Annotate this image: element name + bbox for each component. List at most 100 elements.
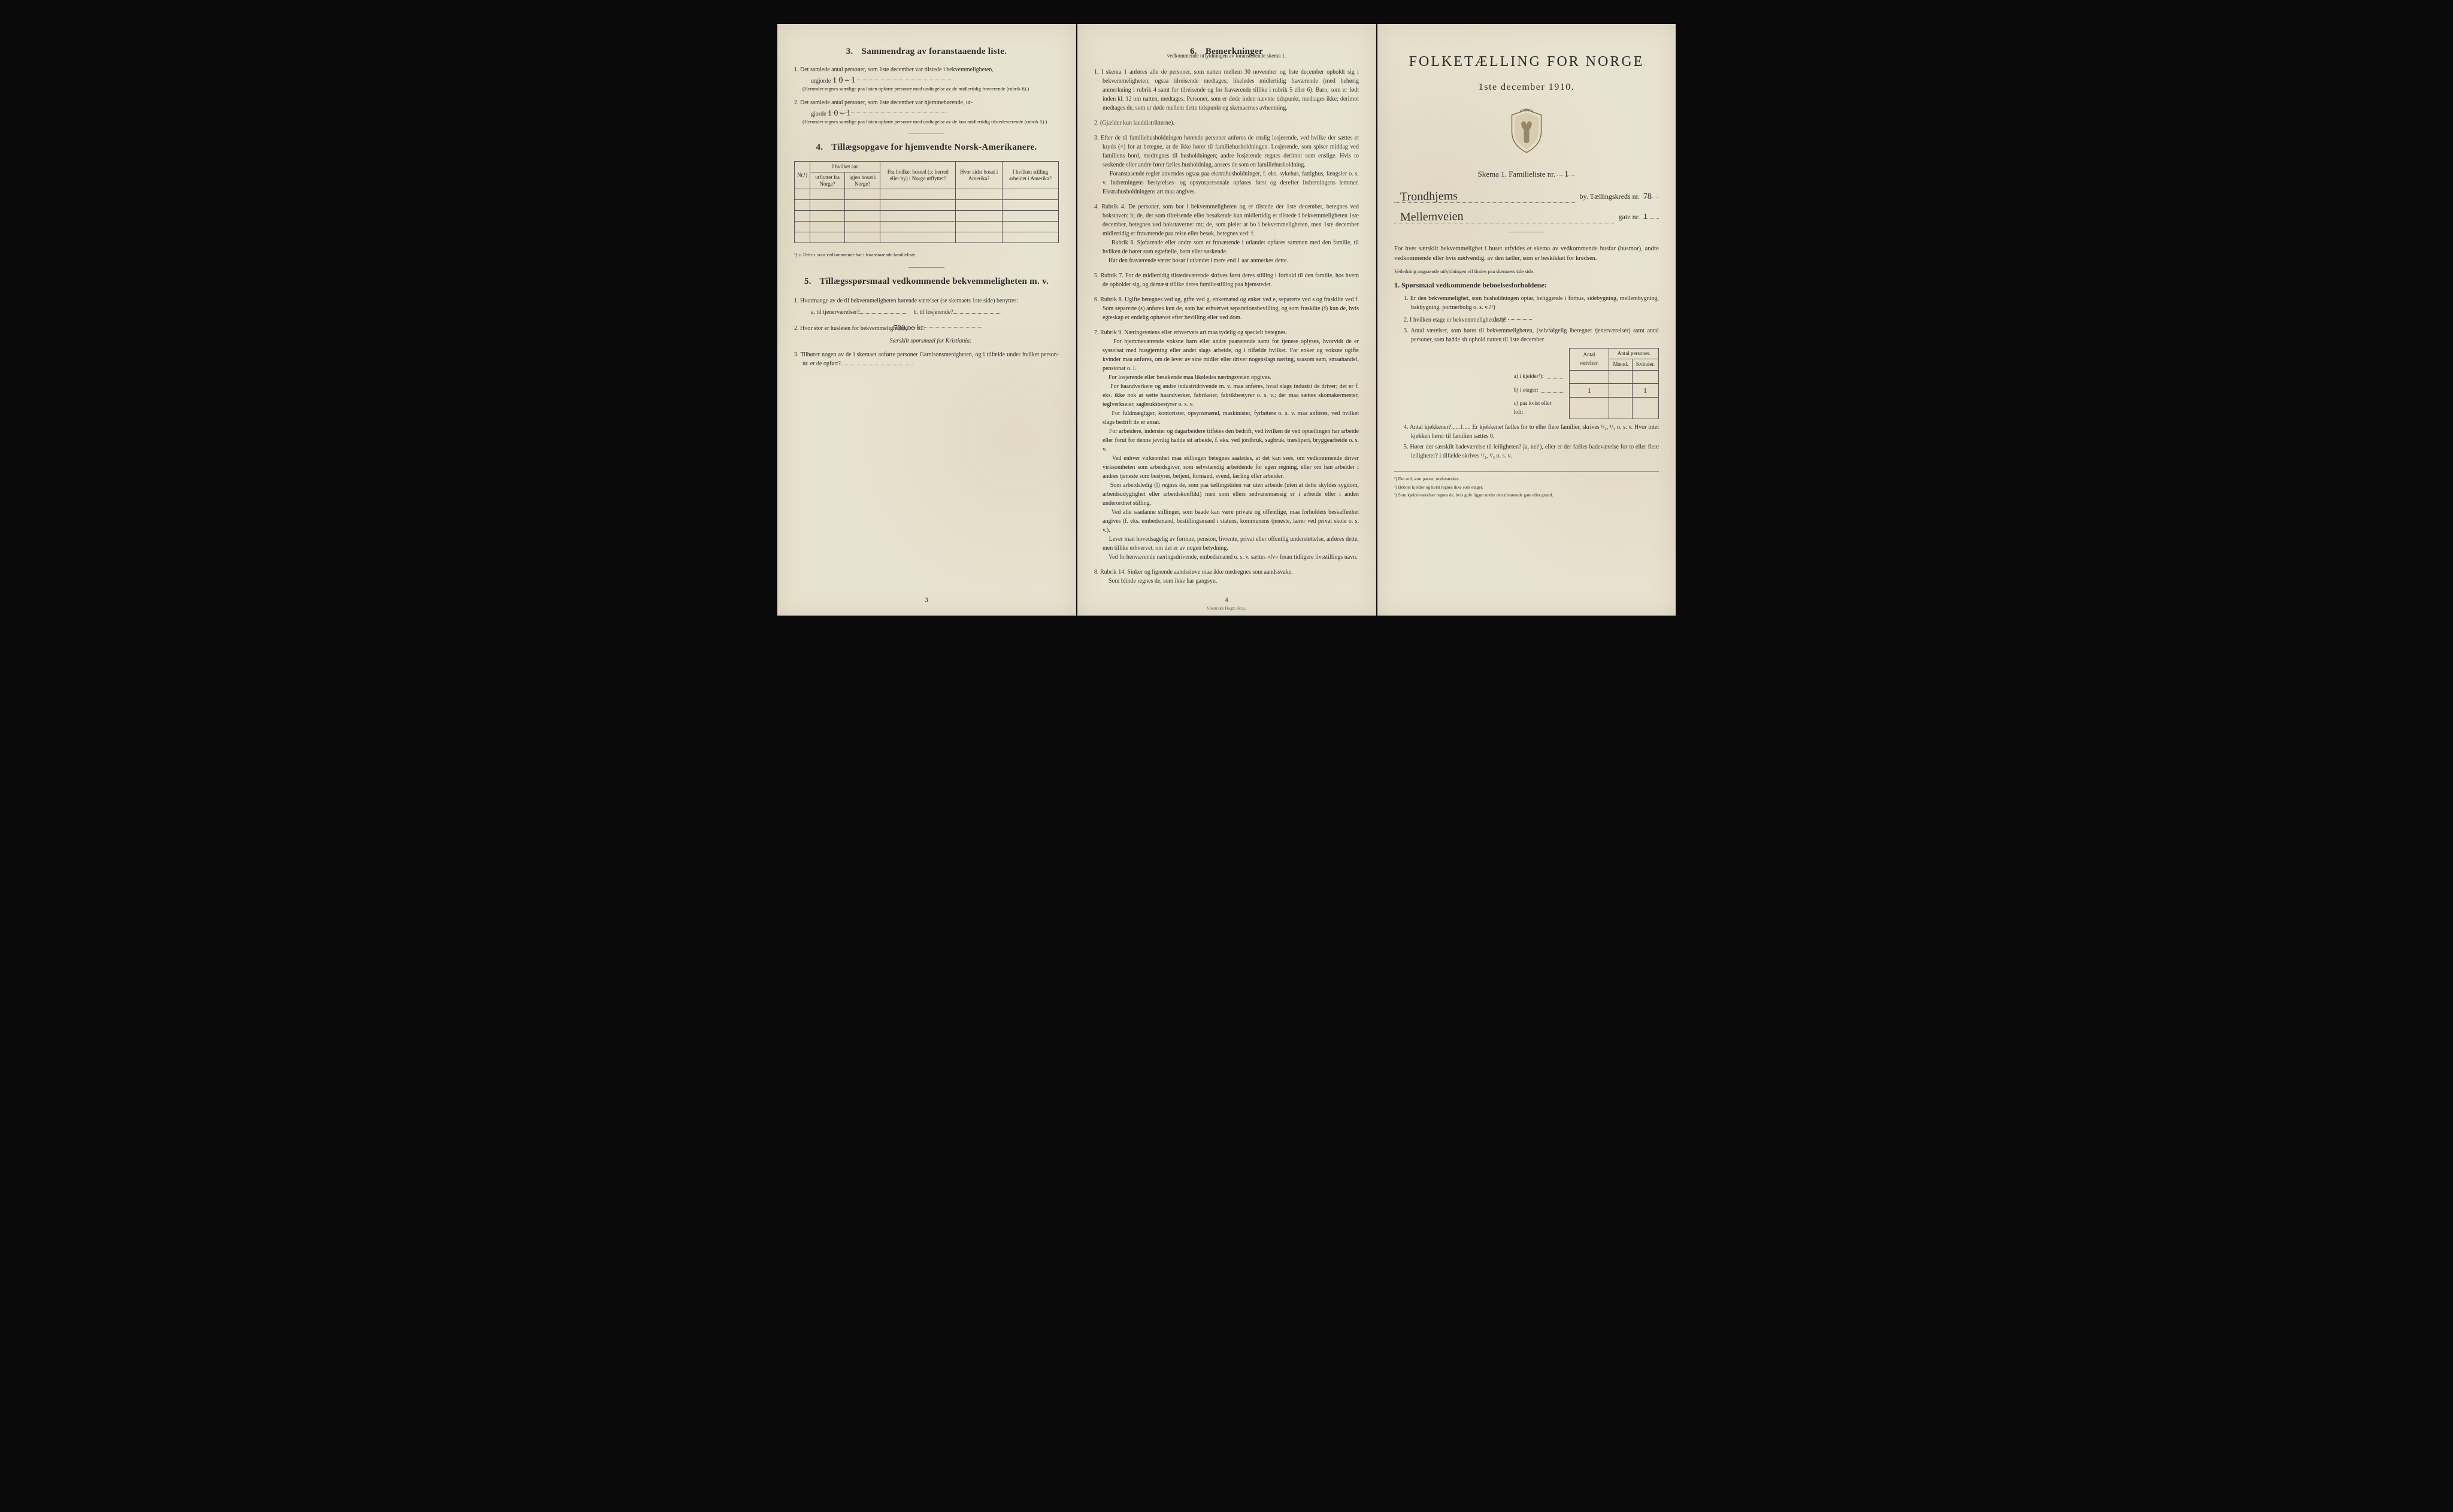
- data-cell: [1569, 370, 1609, 383]
- empty-cell: [956, 200, 1003, 211]
- empty-cell: [1002, 211, 1058, 222]
- data-cell: [1632, 397, 1658, 419]
- empty-cell: [880, 222, 956, 232]
- empty-cell: [845, 189, 880, 200]
- sec3-q1: 1. Det samlede antal personer, som 1ste …: [794, 65, 1059, 92]
- data-cell: [1632, 370, 1658, 383]
- table-row: [795, 232, 1059, 243]
- sec4-title: 4. Tillægsopgave for hjemvendte Norsk-Am…: [794, 143, 1059, 153]
- page2-num: 4: [1077, 596, 1376, 604]
- remark-item: 4. Rubrik 4. De personer, som bor i bekv…: [1094, 202, 1359, 265]
- sec3-num: 3.: [846, 47, 853, 56]
- sec5-list: 1. Hvormange av de til bekvemmeligheten …: [794, 296, 1059, 368]
- sec3-q2: 2. Det samlede antal personer, som 1ste …: [794, 98, 1059, 125]
- sec6-subtitle: vedkommende utfyldningen av foranstaaend…: [1094, 52, 1359, 60]
- empty-cell: [1002, 200, 1058, 211]
- row-label: b) i etager:: [1510, 383, 1569, 397]
- page-cover-right: FOLKETÆLLING FOR NORGE 1ste december 191…: [1377, 24, 1676, 616]
- sec5-num: 5.: [804, 277, 811, 286]
- skema-label: Skema 1. Familieliste nr.: [1478, 169, 1556, 178]
- remark-item: 2. (Gjælder kun landdistrikterne).: [1094, 119, 1359, 128]
- sec4-footnote: ¹) ɔ: Det nr. som vedkommende har i fora…: [794, 252, 1059, 259]
- sec4-title-text: Tillægsopgave for hjemvendte Norsk-Ameri…: [831, 143, 1037, 152]
- p3-q5: 5. Hører der særskilt badeværelse til le…: [1404, 443, 1659, 460]
- sec3-q1-hand: 1 0 – 1: [832, 74, 856, 87]
- data-cell: [1609, 383, 1632, 397]
- table-row: a) i kjelder³):: [1510, 370, 1659, 383]
- sec3-title: 3. Sammendrag av foranstaaende liste.: [794, 47, 1059, 57]
- sec5-q2-hand: 700,oo kr.: [902, 322, 925, 334]
- empty-cell: [810, 232, 844, 243]
- sec5-q1b: b. til losjerende?: [913, 309, 953, 316]
- fn1: ¹) Det ord, som passer, understrekes.: [1394, 475, 1659, 482]
- gate-hand: Mellemveien: [1394, 210, 1464, 225]
- sec3-list: 1. Det samlede antal personer, som 1ste …: [794, 65, 1059, 125]
- empty-cell: [956, 189, 1003, 200]
- empty-cell: [845, 200, 880, 211]
- census-date: 1ste december 1910.: [1394, 82, 1659, 93]
- p3-intro-sub: Veiledning angaaende utfyldningen vil fi…: [1394, 268, 1659, 275]
- th-amerika: Hvor sidst bosat i Amerika?: [956, 162, 1003, 189]
- empty-cell: [1002, 232, 1058, 243]
- p3-footnotes: ¹) Det ord, som passer, understrekes. ²)…: [1394, 471, 1659, 498]
- p3-q4-text: Antal kjøkkener?......1..... Er kjøkkene…: [1410, 424, 1659, 440]
- empty-cell: [845, 222, 880, 232]
- p3-intro: For hver særskilt bekvemmelighet i huset…: [1394, 244, 1659, 263]
- document-spread: 3. Sammendrag av foranstaaende liste. 1.…: [777, 24, 1676, 616]
- page-4-middle: 6. Bemerkninger vedkommende utfyldningen…: [1077, 24, 1376, 616]
- p3-q5-text: Hører der særskilt badeværelse til leili…: [1410, 444, 1659, 459]
- data-cell: [1609, 397, 1632, 419]
- p3-sec1-title: 1. Spørsmaal vedkommende beboelsesforhol…: [1394, 280, 1659, 290]
- th-bosted: Fra hvilket bosted (ɔ: herred eller by) …: [880, 162, 956, 189]
- table-row: c) paa kvist eller loft:: [1510, 397, 1659, 419]
- empty-cell: [795, 211, 810, 222]
- form-line-by: Trondhjems by. Tællingskreds nr. 78: [1394, 189, 1659, 203]
- data-cell: 1: [1632, 383, 1658, 397]
- sec5-q1: 1. Hvormange av de til bekvemmeligheten …: [794, 296, 1059, 317]
- table-row: b) i etager:11: [1510, 383, 1659, 397]
- table-row: [795, 211, 1059, 222]
- th-personer: Antal personer.: [1609, 348, 1659, 359]
- table-row: [795, 189, 1059, 200]
- empty-cell: [810, 211, 844, 222]
- row-label: a) i kjelder³):: [1510, 370, 1569, 383]
- p3-sec1-title-text: Spørsmaal vedkommende beboelsesforholden…: [1401, 281, 1547, 289]
- empty-cell: [795, 222, 810, 232]
- separator-2: [908, 267, 944, 268]
- empty-cell: [810, 222, 844, 232]
- p3-q2-hand: 1ste: [1501, 313, 1506, 324]
- empty-cell: [956, 232, 1003, 243]
- empty-cell: [1002, 189, 1058, 200]
- empty-cell: [810, 200, 844, 211]
- empty-cell: [810, 189, 844, 200]
- sec4-tbody: [795, 189, 1059, 243]
- remark-item: 3. Efter de til familiehusholdningen hør…: [1094, 134, 1359, 196]
- norway-crest-icon: [1506, 108, 1547, 155]
- p3-q1-text: Er den bekvemmelighet, som husholdningen…: [1410, 295, 1659, 311]
- sec4-num: 4.: [816, 143, 823, 152]
- page-3-left: 3. Sammendrag av foranstaaende liste. 1.…: [777, 24, 1076, 616]
- empty-cell: [956, 222, 1003, 232]
- sec5-q2-sub: Særskilt spørsmaal for Kristiania:: [802, 337, 1059, 346]
- remark-item: 6. Rubrik 8. Ugifte betegnes ved ug, gif…: [1094, 295, 1359, 322]
- empty-cell: [880, 200, 956, 211]
- empty-cell: [795, 232, 810, 243]
- sec5-title: 5. Tillægsspørsmaal vedkommende bekvemme…: [794, 276, 1059, 288]
- empty-cell: [1002, 222, 1058, 232]
- remark-item: 8. Rubrik 14. Sinker og lignende aandssl…: [1094, 568, 1359, 586]
- th-maend: Mænd.: [1609, 359, 1632, 371]
- empty-cell: [795, 200, 810, 211]
- skema-line: Skema 1. Familieliste nr. 1: [1394, 169, 1659, 179]
- sec3-q1-text: Det samlede antal personer, som 1ste dec…: [800, 66, 994, 73]
- sec5-q3-text: Tilhører nogen av de i skemaet anførte p…: [800, 352, 1059, 367]
- form-line-gate: Mellemveien gate nr. 1: [1394, 209, 1659, 223]
- sec5-q3: 3. Tilhører nogen av de i skemaet anført…: [794, 350, 1059, 368]
- p3-sec1-num: 1.: [1394, 281, 1400, 289]
- sec5-q2-text: Hvor stor er husleien for bekvemmelighet…: [800, 325, 908, 332]
- row-label: c) paa kvist eller loft:: [1510, 397, 1569, 419]
- sec3-q2-line2: gjorde: [811, 111, 826, 117]
- by-label: by. Tællingskreds nr.: [1580, 192, 1640, 201]
- th-stilling: I hvilken stilling arbeidet i Amerika?: [1002, 162, 1058, 189]
- p3-q4: 4. Antal kjøkkener?......1..... Er kjøkk…: [1404, 423, 1659, 441]
- census-title: FOLKETÆLLING FOR NORGE: [1394, 54, 1659, 70]
